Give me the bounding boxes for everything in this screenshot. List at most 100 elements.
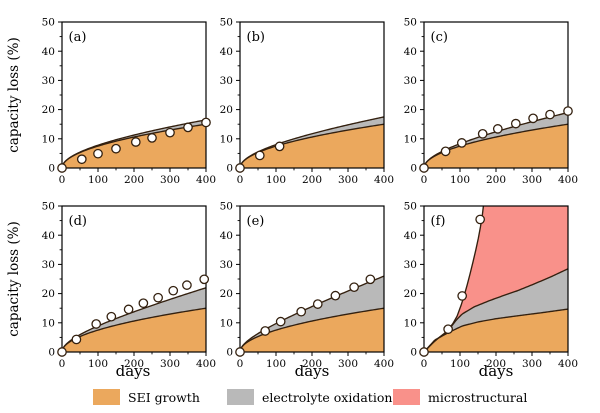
y-tick-label: 40 <box>220 230 233 242</box>
data-point <box>152 292 163 303</box>
y-tick-label: 40 <box>41 46 54 58</box>
data-point <box>235 163 245 173</box>
x-tick-label: 200 <box>123 358 143 370</box>
x-tick-label: 0 <box>421 358 428 370</box>
panel-label: (e) <box>247 214 265 229</box>
sei-color-swatch <box>93 389 120 405</box>
subplot-f: 0 100 200 300 400 0 10 20 30 40 50 (f) <box>404 201 578 370</box>
x-tick-label: 300 <box>338 174 358 186</box>
oxidation-area <box>424 268 568 352</box>
data-point <box>456 138 467 148</box>
panel-label: (b) <box>247 30 265 45</box>
x-axis-title-d: days <box>115 362 151 380</box>
x-tick-label: 100 <box>266 358 286 370</box>
oxidation-area <box>240 276 384 352</box>
data-point <box>545 109 555 120</box>
legend-label-oxidation: electrolyte oxidation <box>262 389 393 405</box>
x-tick-label: 200 <box>302 174 322 186</box>
data-point <box>167 285 178 296</box>
y-tick-label: 40 <box>404 46 417 58</box>
data-point <box>475 214 486 225</box>
data-point <box>563 106 573 116</box>
subplot-b: 0 100 200 300 400 0 10 20 30 40 50 (b) <box>220 17 394 186</box>
data-point <box>440 146 451 157</box>
data-point <box>528 113 538 124</box>
y-tick-label: 10 <box>404 317 417 329</box>
data-point <box>419 163 429 173</box>
data-point <box>76 154 87 165</box>
micro-color-swatch <box>393 389 420 405</box>
x-tick-label: 200 <box>486 358 506 370</box>
oxidation-curve <box>239 116 385 169</box>
sei-curve <box>60 307 206 353</box>
y-tick-label: 50 <box>220 17 233 29</box>
x-tick-label: 300 <box>522 358 542 370</box>
x-axis-title-f: days <box>478 362 514 380</box>
subplot-e: 0 100 200 300 400 0 10 20 30 40 50 (e) <box>220 201 394 370</box>
data-point <box>457 291 468 301</box>
x-tick-label: 400 <box>195 358 215 370</box>
legend-item-micro: microstructural <box>393 388 527 406</box>
data-point <box>105 311 116 322</box>
data-point <box>443 324 453 335</box>
x-tick-label: 0 <box>58 174 65 186</box>
oxidation-curve <box>60 119 206 169</box>
y-tick-label: 30 <box>220 75 233 87</box>
x-tick-label: 100 <box>450 174 470 186</box>
y-tick-label: 10 <box>220 317 233 329</box>
data-point <box>198 274 209 285</box>
data-point <box>110 143 121 154</box>
legend-item-oxidation: electrolyte oxidation <box>227 388 392 406</box>
data-point <box>365 274 376 285</box>
panel-label: (d) <box>68 214 86 229</box>
y-tick-label: 40 <box>220 46 233 58</box>
data-point <box>510 118 521 129</box>
y-tick-label: 20 <box>404 104 417 116</box>
x-tick-label: 0 <box>237 358 244 370</box>
data-point <box>200 117 211 128</box>
sei-area <box>61 308 206 352</box>
data-point <box>130 137 141 147</box>
subplot-d: 0 100 200 300 400 0 10 20 30 40 50 (d) <box>41 201 215 370</box>
data-point <box>164 127 175 138</box>
x-tick-label: 400 <box>195 174 215 186</box>
y-tick-label: 30 <box>220 259 233 271</box>
oxidation-curve <box>60 287 206 353</box>
data-point <box>419 347 429 357</box>
x-tick-label: 100 <box>266 174 286 186</box>
panel-label: (f) <box>431 214 446 229</box>
y-tick-label: 20 <box>220 104 233 116</box>
y-tick-label: 20 <box>41 288 54 300</box>
x-tick-label: 400 <box>558 174 578 186</box>
y-tick-label: 20 <box>404 288 417 300</box>
y-tick-label: 50 <box>41 17 54 29</box>
x-tick-label: 200 <box>123 174 143 186</box>
x-tick-label: 100 <box>450 358 470 370</box>
data-point <box>123 304 133 315</box>
data-point <box>349 282 359 293</box>
y-tick-label: 0 <box>48 163 55 175</box>
subplot-c: 0 100 200 300 400 0 10 20 30 40 50 (c) <box>404 17 578 186</box>
data-point <box>260 326 271 336</box>
y-tick-label: 10 <box>220 133 233 145</box>
x-tick-label: 400 <box>374 174 394 186</box>
oxidation-color-swatch <box>227 389 254 405</box>
sei-curve <box>239 123 385 169</box>
data-point <box>71 334 81 345</box>
data-point <box>492 124 503 134</box>
data-point <box>330 290 341 301</box>
legend-label-sei: SEI growth <box>128 389 200 405</box>
x-tick-label: 100 <box>87 174 107 186</box>
x-axis-title-e: days <box>294 362 330 380</box>
y-tick-label: 0 <box>226 347 233 359</box>
sei-area <box>240 124 384 168</box>
x-tick-label: 300 <box>522 174 542 186</box>
y-tick-label: 10 <box>41 317 54 329</box>
y-tick-label: 30 <box>41 75 54 87</box>
panel-label: (a) <box>68 30 86 45</box>
y-tick-label: 30 <box>404 259 417 271</box>
data-point <box>254 150 265 161</box>
data-point <box>138 298 148 309</box>
data-point <box>274 141 285 152</box>
